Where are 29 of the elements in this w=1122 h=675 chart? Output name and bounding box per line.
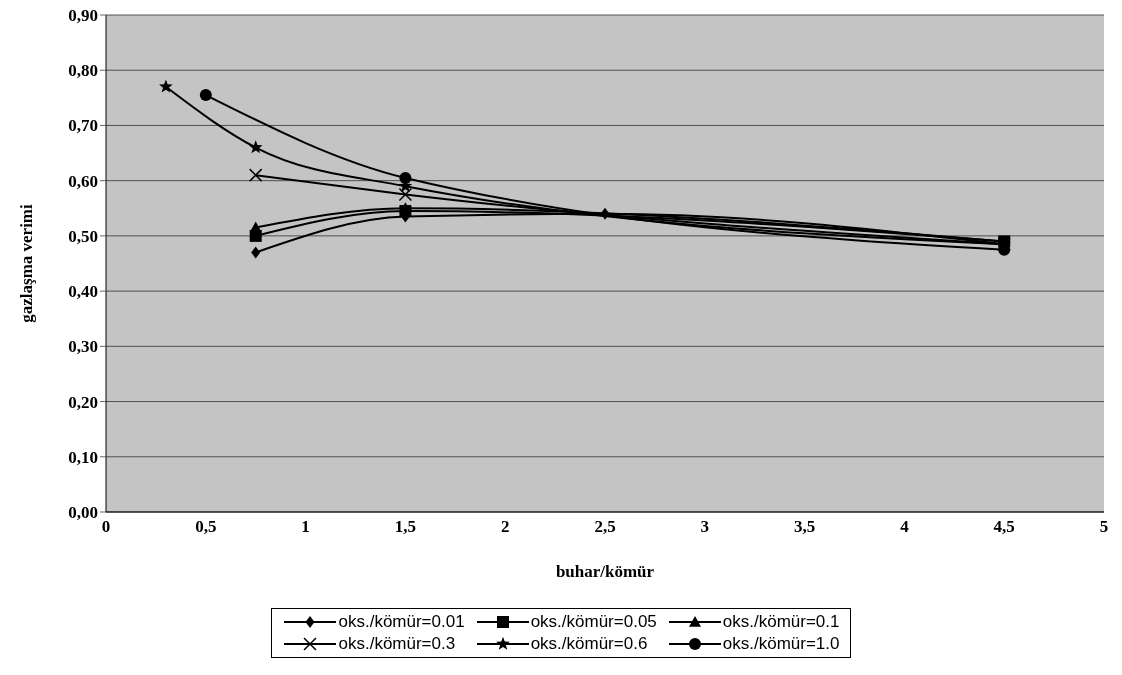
legend-label: oks./kömür=0.01 — [338, 612, 465, 632]
x-tick-label: 2,5 — [594, 517, 616, 537]
x-tick-label: 0,5 — [195, 517, 217, 537]
y-tick-label: 0,90 — [68, 6, 98, 26]
x-tick-label: 1,5 — [394, 517, 417, 537]
legend-label: oks./kömür=1.0 — [722, 634, 840, 654]
x-tick-label: 4,5 — [993, 517, 1015, 537]
legend-label: oks./kömür=0.6 — [530, 634, 648, 654]
y-axis-title: gazlaşma verimi — [17, 203, 37, 323]
x-tick-label: 5 — [1099, 517, 1109, 537]
y-tick-label: 0,20 — [68, 392, 98, 412]
y-tick-label: 0,40 — [68, 282, 98, 302]
y-tick-label: 0,60 — [68, 171, 98, 191]
x-tick-label: 0 — [101, 517, 111, 537]
y-tick-label: 0,80 — [68, 61, 98, 81]
y-tick-label: 0,00 — [68, 503, 98, 523]
y-tick-label: 0,30 — [68, 337, 98, 357]
y-tick-label: 0,10 — [68, 447, 98, 467]
legend-label: oks./kömür=0.3 — [338, 634, 456, 654]
x-tick-label: 1 — [301, 517, 310, 537]
x-tick-label: 3,5 — [793, 517, 816, 537]
legend-label: oks./kömür=0.1 — [722, 612, 840, 632]
x-axis-title: buhar/kömür — [555, 562, 655, 581]
x-tick-label: 2 — [500, 517, 510, 537]
x-tick-label: 4 — [900, 517, 910, 537]
x-tick-label: 3 — [700, 517, 710, 537]
y-tick-label: 0,50 — [68, 226, 98, 246]
legend-label: oks./kömür=0.05 — [530, 612, 657, 632]
y-tick-label: 0,70 — [68, 116, 98, 136]
